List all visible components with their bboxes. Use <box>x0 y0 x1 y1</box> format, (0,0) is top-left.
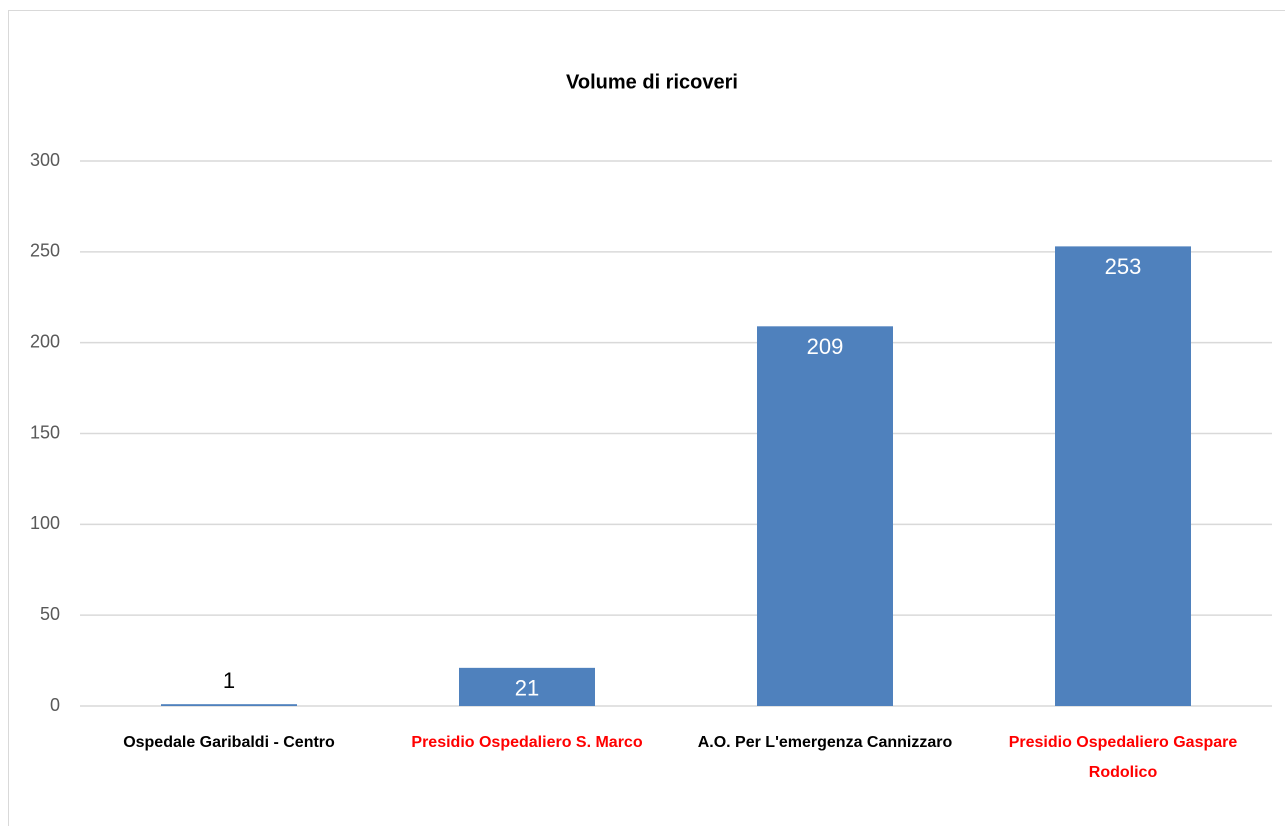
y-tick-label: 150 <box>30 422 60 442</box>
y-tick-label: 300 <box>30 150 60 170</box>
x-tick-label: Presidio Ospedaliero S. Marco <box>411 734 643 751</box>
chart-title: Volume di ricoveri <box>566 71 738 93</box>
y-tick-label: 100 <box>30 513 60 533</box>
chart-border <box>8 10 1285 826</box>
bar <box>1055 246 1191 706</box>
x-tick-label: Ospedale Garibaldi - Centro <box>123 734 335 751</box>
x-tick-label: Presidio Ospedaliero Gaspare Rodolico <box>1008 734 1238 781</box>
bar <box>459 667 595 706</box>
data-label: 21 <box>515 676 539 701</box>
data-label: 253 <box>1105 254 1142 279</box>
y-tick-label: 50 <box>40 604 60 624</box>
data-label: 209 <box>807 334 844 359</box>
bar <box>161 704 297 706</box>
y-tick-label: 0 <box>50 695 60 715</box>
y-tick-label: 200 <box>30 331 60 351</box>
bar <box>757 326 893 706</box>
x-tick-label: A.O. Per L'emergenza Cannizzaro <box>697 734 953 751</box>
data-label: 1 <box>223 668 235 693</box>
y-tick-label: 250 <box>30 241 60 261</box>
